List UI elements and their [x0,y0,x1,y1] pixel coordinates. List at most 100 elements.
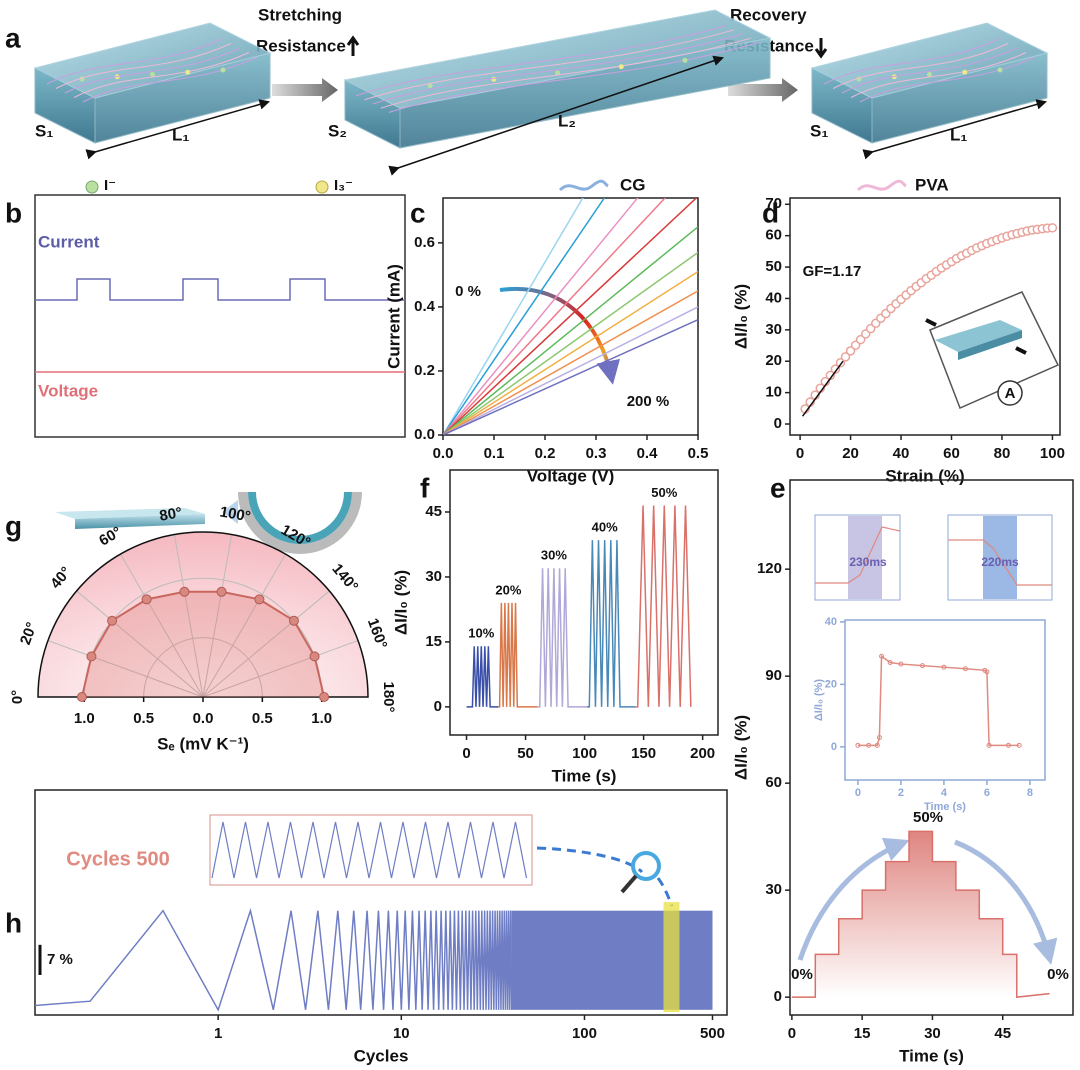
y-tick-label: 0 [831,741,837,753]
legend-label: CG [620,175,646,194]
ion [150,72,155,77]
fiber [823,38,1000,85]
panel-frame [34,194,406,438]
current-label: Current [38,232,100,251]
fiber [832,43,1009,89]
polar-line [80,590,326,698]
x-tick-label: 0.1 [484,445,505,462]
plot-frame [789,197,1061,436]
y-tick-label: 0 [774,988,782,1005]
legend-label: I₃⁻ [334,177,353,194]
r-tick-label: 0.0 [193,710,214,727]
x-axis-title: Time (s) [924,801,966,813]
plot-frame [442,197,699,436]
x-tick-label: 0 [788,1025,796,1042]
magnifier-handle [620,874,638,894]
fit-line [802,360,844,417]
data-point [830,364,841,374]
y-tick-label: 15 [425,633,442,650]
stretching-label: Stretching [258,5,342,24]
sample-icon [935,320,1022,352]
series-label: 30% [541,548,567,563]
data-point [216,586,227,597]
x-tick-label: 500 [700,1025,725,1042]
panel-label: e [770,472,786,503]
ion [220,67,226,73]
y-tick-label: 90 [765,667,782,684]
data-point [874,742,880,748]
sample-icon [958,330,1022,360]
fall-trace [948,539,1052,586]
ion [185,69,191,75]
annotation: GF=1.17 [803,263,862,280]
plot-frame [789,479,1074,1016]
data-point [984,669,990,675]
data-point [319,692,330,702]
series-label: 20% [495,582,521,597]
y-tick-label: 45 [425,503,442,520]
area-label: S₂ [328,121,347,140]
length-arrow [85,99,271,160]
ion-icon [85,180,99,194]
zoom-link [536,846,644,874]
x-tick-label: 0.3 [586,445,607,462]
ion-icon [315,180,329,194]
y-tick-label: 40 [825,616,837,628]
annotation: 0% [791,966,813,983]
y-tick-label: 0.4 [414,298,436,315]
data-point [1016,742,1022,748]
process-arrow [272,78,338,102]
trend-arrow [797,837,910,961]
data-point [962,666,968,672]
series-label: 50% [651,485,677,500]
x-tick-label: 0.2 [535,445,556,462]
fiber [64,47,241,94]
panel-label: b [5,197,22,228]
series-line [443,306,698,435]
y-axis-title: ΔI/I₀ (%) [813,679,825,722]
y-tick-label: 0 [434,698,442,715]
y-tick-label: 10 [765,384,782,401]
panel-label: f [420,472,430,503]
fiber [850,52,1027,98]
response-window [848,516,882,599]
x-axis-title: Voltage (V) [527,466,615,485]
series-label: 10% [468,626,494,641]
panel-label: a [5,22,21,53]
x-axis-title: Time (s) [899,1046,964,1065]
data-point [840,352,851,362]
x-tick-label: 200 [690,745,715,762]
fiber [73,52,250,98]
data-point [76,692,87,702]
annotation: A [1005,385,1016,402]
annotation: 200 % [627,393,670,410]
polar-background [38,532,368,697]
data-point [835,358,846,368]
data-point [919,663,925,669]
theta-tick-label: 100° [218,503,252,525]
x-tick-label: 0.5 [688,445,709,462]
data-point [309,651,320,662]
theta-tick-label: 0° [9,690,26,704]
series-line [791,830,1050,999]
series-area [791,831,1050,998]
data-point [941,664,947,670]
theta-tick-label: 40° [47,564,75,592]
response-window [983,516,1017,599]
r-tick-label: 1.0 [74,710,95,727]
x-tick-label: 30 [924,1025,941,1042]
x-tick-label: 20 [842,445,859,462]
slab-icon [75,514,205,529]
down-arrow [814,38,828,59]
length-arrow [862,99,1048,160]
fiber [841,47,1018,94]
series-line [35,907,513,1012]
trend-arrow [954,839,1058,965]
data-point [1047,223,1058,233]
data-point [887,660,893,665]
data-point [866,742,872,748]
ion [962,69,968,75]
up-arrow [346,35,360,56]
current-trace [35,278,405,301]
highlight [663,902,680,1012]
